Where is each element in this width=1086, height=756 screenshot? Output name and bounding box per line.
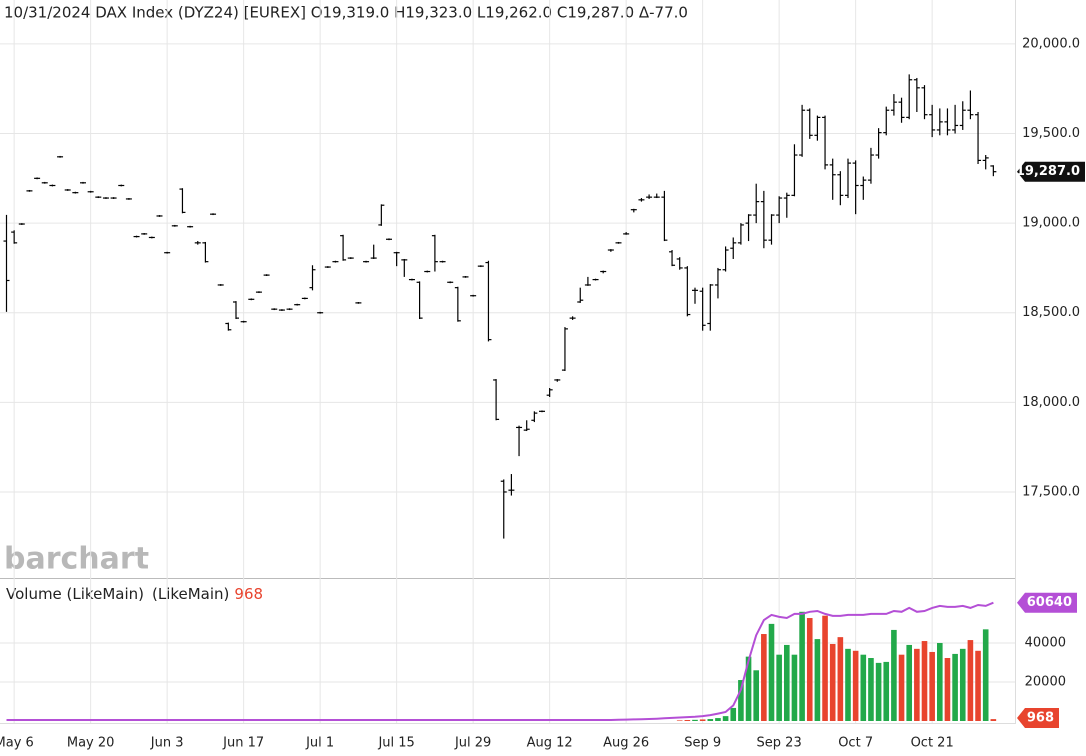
last-price-label: 19,287.0	[1016, 164, 1080, 179]
volume-bar	[676, 720, 683, 721]
volume-bar	[753, 670, 759, 721]
volume-bar	[875, 662, 882, 721]
oi-label: 60640	[1027, 595, 1072, 610]
last-price-box	[1017, 161, 1085, 182]
volume-bar	[883, 661, 890, 721]
volume-bar	[906, 644, 912, 721]
volume-bar	[952, 653, 958, 721]
volume-bar	[921, 641, 928, 721]
pane-title: Volume (LikeMain) (LikeMain) 968	[6, 585, 263, 603]
x-tick-label: May 6	[0, 736, 34, 751]
volume-bar	[852, 650, 859, 721]
x-tick-label: May 20	[67, 736, 115, 751]
x-tick-label: Aug 12	[527, 736, 573, 751]
oi-box	[1017, 592, 1077, 613]
volume-bar	[914, 648, 920, 721]
x-tick-label: Sep 23	[757, 736, 802, 751]
volume-bar	[982, 629, 989, 721]
y-tick-label: 18,500.0	[1022, 305, 1080, 320]
volume-bar	[684, 720, 691, 721]
y-tick-label: 18,000.0	[1022, 395, 1080, 410]
volume-box	[1017, 708, 1059, 728]
volume-bar	[822, 615, 828, 721]
x-tick-label: Jul 29	[454, 736, 491, 751]
volume-bar	[768, 623, 775, 721]
x-tick-label: Jul 1	[305, 736, 334, 751]
volume-bar	[776, 654, 782, 721]
x-tick-label: Aug 26	[603, 736, 649, 751]
series-name: (LikeMain)	[152, 585, 229, 603]
volume-bar	[699, 719, 706, 721]
volume-bar	[814, 639, 821, 721]
volume-bar	[990, 719, 997, 721]
volume-bar	[967, 640, 974, 721]
volume-bar	[799, 611, 805, 721]
volume-bar	[730, 707, 737, 721]
volume-bar	[707, 719, 714, 721]
volume-bar	[829, 643, 836, 721]
watermark: barchart	[4, 542, 149, 577]
last-volume: 968	[234, 585, 263, 603]
series-name: Volume (LikeMain)	[6, 585, 144, 603]
y-tick-label: 40000	[1025, 635, 1066, 650]
series-line	[6, 601, 994, 721]
chart-title: 10/31/2024 DAX Index (DYZ24) [EUREX] O19…	[4, 4, 688, 22]
volume-bar	[959, 648, 966, 721]
y-tick-label: 17,500.0	[1022, 484, 1080, 499]
volume-bar	[860, 654, 867, 721]
grid	[0, 0, 1015, 723]
volume-bar	[898, 654, 905, 721]
volume-bar	[738, 680, 744, 721]
volume-label: 968	[1027, 711, 1054, 726]
volume-bar	[944, 658, 951, 721]
volume-bar	[891, 629, 897, 721]
volume-bar	[761, 634, 767, 721]
volume-bar	[791, 654, 798, 721]
y-tick-label: 20,000.0	[1022, 36, 1080, 51]
volume-bar	[715, 718, 721, 721]
y-tick-label: 19,000.0	[1022, 216, 1080, 231]
volume-bar	[937, 642, 943, 721]
x-tick-label: Jul 15	[377, 736, 414, 751]
y-tick-label: 20000	[1025, 674, 1066, 689]
volume-bar	[837, 637, 844, 721]
volume-bar	[722, 716, 729, 721]
volume-bar	[692, 719, 698, 721]
volume-bar	[784, 644, 790, 721]
x-tick-label: Oct 21	[911, 736, 954, 751]
volume-bar	[929, 651, 935, 721]
volume-bar	[975, 650, 981, 721]
volume-bar	[868, 658, 874, 721]
volume-bar	[745, 656, 752, 721]
x-tick-label: Sep 9	[684, 736, 721, 751]
x-tick-label: Jun 3	[150, 736, 184, 751]
volume-bar	[806, 618, 813, 721]
x-tick-label: Oct 7	[838, 736, 873, 751]
volume-bar	[845, 648, 851, 721]
y-tick-label: 19,500.0	[1022, 126, 1080, 141]
x-tick-label: Jun 17	[222, 736, 264, 751]
